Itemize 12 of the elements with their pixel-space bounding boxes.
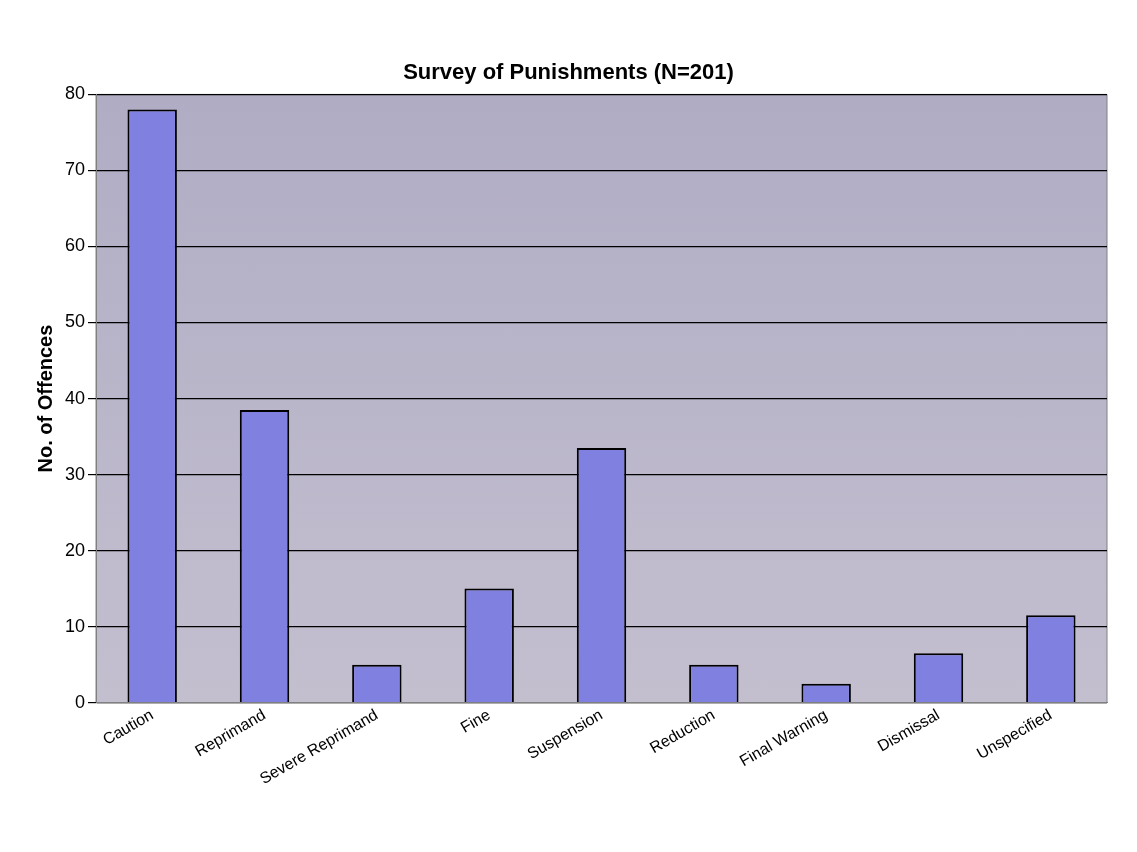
y-tick-label: 80 — [64, 83, 86, 104]
y-tick-label: 30 — [64, 463, 86, 484]
y-tick-label: 40 — [64, 387, 86, 408]
y-tick-label: 50 — [64, 311, 86, 332]
chart-title: Survey of Punishments (N=201) — [403, 59, 734, 85]
y-tick-label: 60 — [64, 235, 86, 256]
y-tick-label: 10 — [64, 615, 86, 636]
y-tick-label: 20 — [64, 539, 86, 560]
y-tick-label: 0 — [75, 691, 86, 712]
y-axis-title: No. of Offences — [33, 324, 56, 473]
x-tick-label: Fine — [457, 705, 493, 736]
y-tick-label: 70 — [64, 159, 86, 180]
